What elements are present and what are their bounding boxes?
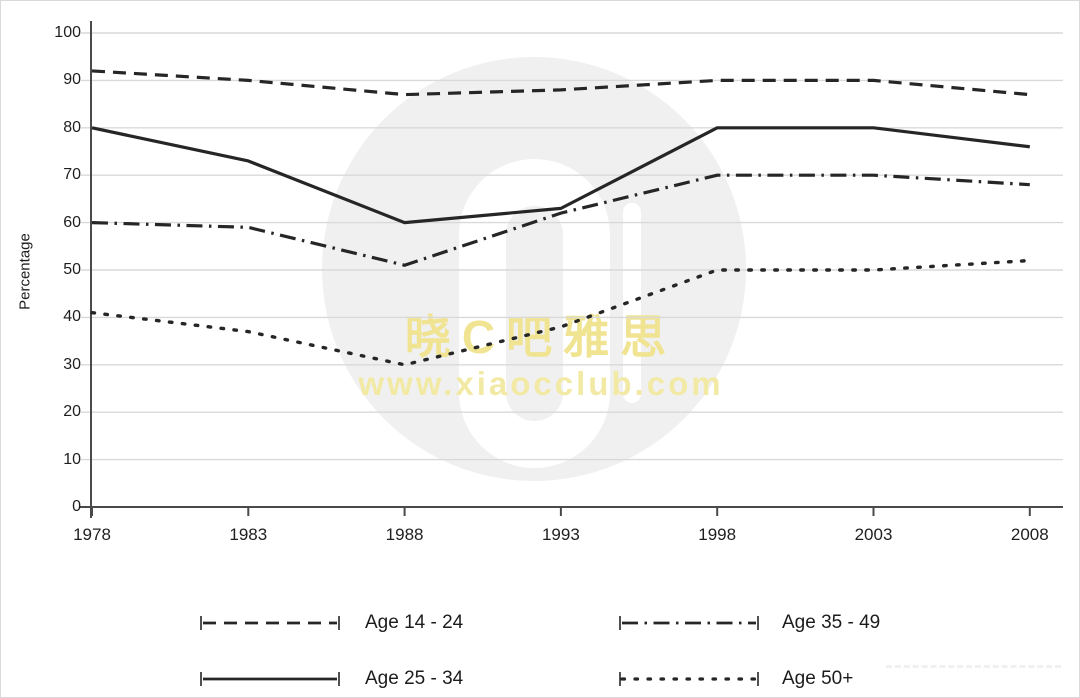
y-axis-tick-label: 90 (63, 71, 81, 89)
watermark-text-chinese: 晓C吧雅思 (404, 311, 678, 363)
line-chart-plot (79, 21, 1063, 518)
legend-label: Age 14 - 24 (365, 612, 464, 633)
watermark-text-url: www.xiaocclub.com (358, 365, 724, 402)
legend-label: Age 50+ (782, 668, 854, 689)
y-axis-tick-label: 30 (63, 355, 81, 373)
y-axis-tick-label: 60 (63, 213, 81, 231)
x-axis-tick-label: 1983 (229, 525, 268, 544)
x-axis-tick-label: 1978 (73, 525, 111, 544)
y-axis-tick-label: 80 (63, 118, 81, 136)
legend-item-age-35-49: Age 35 - 49 (618, 612, 880, 634)
legend-item-age-25-34: Age 25 - 34 (199, 668, 463, 690)
y-axis-tick-label: 10 (63, 450, 81, 468)
watermark-remnant (886, 665, 1061, 668)
legend-label: Age 25 - 34 (365, 668, 464, 689)
series-line-age-50- (90, 258, 1032, 367)
watermark-logo-capsule-icon (623, 203, 641, 403)
y-axis-tick-label: 70 (63, 166, 81, 184)
legend-line-sample-dash-dot-icon (619, 616, 759, 630)
legend-line-sample-dotted-icon (619, 672, 759, 686)
y-axis-tick-label: 40 (63, 308, 81, 326)
x-axis-tick-label: 1998 (698, 525, 737, 544)
y-axis-tick-label: 50 (63, 261, 81, 278)
y-axis-tick-label: 20 (63, 403, 81, 421)
x-axis-tick-label: 1988 (385, 525, 424, 544)
legend-line-sample-solid-icon (200, 672, 340, 686)
series-line-age-14-24 (91, 69, 1030, 97)
legend-item-age-50-plus: Age 50+ (618, 668, 853, 690)
x-axis-tick-label: 1993 (541, 525, 580, 544)
series-line-age-35-49 (91, 173, 1030, 267)
x-axis-tick-label: 2003 (854, 525, 893, 544)
legend-label: Age 35 - 49 (782, 612, 881, 633)
x-axis-tick-label: 2008 (1010, 525, 1049, 544)
y-axis-tick-label: 0 (72, 498, 81, 515)
legend-item-age-14-24: Age 14 - 24 (199, 612, 463, 634)
legend-line-sample-dashed-icon (200, 616, 340, 630)
series-line-age-25-34 (91, 126, 1030, 225)
y-axis-tick-label: 100 (54, 24, 81, 41)
